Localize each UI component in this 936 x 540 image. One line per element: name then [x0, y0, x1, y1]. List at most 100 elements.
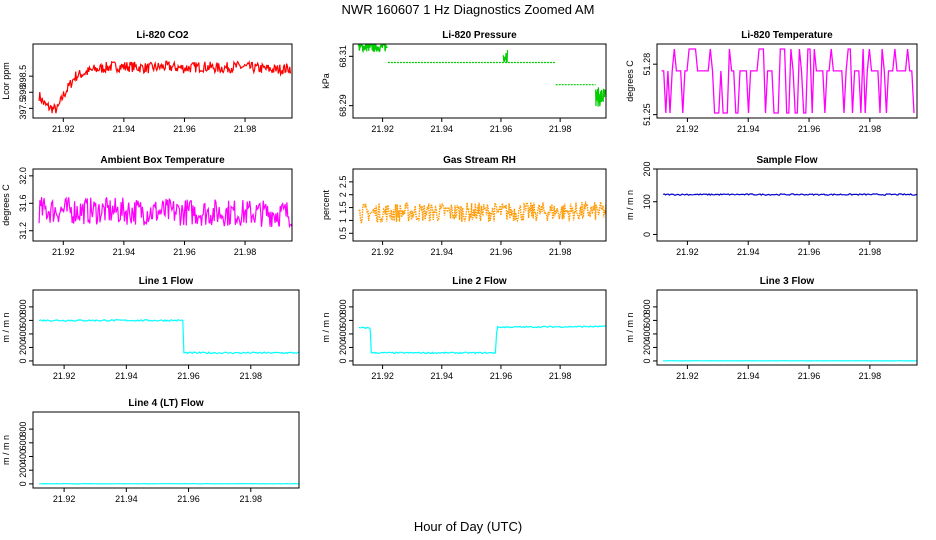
- y-tick-label: 400: [642, 326, 652, 341]
- x-tick-label: 21.96: [798, 247, 821, 257]
- y-axis-label: kPa: [321, 73, 331, 89]
- panel-title: Li-820 Temperature: [741, 30, 833, 41]
- x-tick-label: 21.96: [490, 124, 513, 134]
- y-tick-label: 2.5: [338, 176, 348, 189]
- y-tick-label: 0: [18, 481, 28, 486]
- plot-frame: [32, 411, 300, 489]
- x-tick-label: 21.94: [431, 124, 454, 134]
- x-tick-label: 21.92: [52, 124, 75, 134]
- y-axis-label: m / m n: [1, 435, 11, 465]
- plot-frame: [352, 168, 607, 242]
- y-tick-label: 51.25: [642, 103, 652, 126]
- series-group: [661, 48, 915, 114]
- y-axis-label: degrees C: [625, 60, 635, 102]
- y-axis-label: m / m n: [625, 312, 635, 342]
- y-tick-label: 0: [642, 232, 652, 237]
- series-group: [662, 193, 917, 196]
- x-tick-label: 21.92: [53, 371, 76, 381]
- series-group: [38, 318, 299, 355]
- data-series-line: [38, 59, 292, 114]
- y-tick-label: 200: [642, 161, 652, 176]
- y-tick-label: 31.6: [18, 195, 28, 213]
- x-tick-label: 21.94: [431, 371, 454, 381]
- data-series-line: [662, 193, 917, 196]
- data-series-line: [661, 48, 915, 114]
- data-series-line: [38, 318, 299, 355]
- plot-frame: [656, 289, 918, 366]
- y-axis-label: degrees C: [1, 184, 11, 226]
- y-tick-label: 600: [18, 435, 28, 450]
- plot-frame: [32, 43, 293, 119]
- data-series-segment: [502, 50, 509, 63]
- plot-frame: [656, 43, 918, 119]
- y-axis-label: m / m n: [625, 190, 635, 220]
- y-axis-label: m / m n: [1, 312, 11, 342]
- x-tick-label: 21.98: [240, 494, 263, 504]
- plot-frame: [656, 168, 918, 242]
- series-group: [358, 200, 606, 224]
- x-tick-label: 21.94: [113, 247, 136, 257]
- panel-title: Ambient Box Temperature: [100, 155, 225, 166]
- data-series-segment: [357, 44, 388, 54]
- x-tick-label: 21.92: [676, 371, 699, 381]
- panel-title: Line 1 Flow: [139, 276, 194, 287]
- x-tick-label: 21.98: [234, 247, 257, 257]
- x-tick-label: 21.96: [177, 494, 200, 504]
- panel-title: Line 2 Flow: [452, 276, 507, 287]
- y-tick-label: 68.29: [338, 94, 348, 117]
- x-tick-label: 21.98: [859, 247, 882, 257]
- data-series-segment: [595, 87, 606, 107]
- y-tick-label: 32.0: [18, 167, 28, 185]
- y-axis-label: m / m n: [321, 312, 331, 342]
- data-series-line: [38, 196, 292, 229]
- panel-title: Line 3 Flow: [760, 276, 815, 287]
- y-axis-label: percent: [321, 189, 331, 220]
- x-tick-label: 21.98: [234, 124, 257, 134]
- plot-frame: [352, 43, 607, 119]
- y-tick-label: 200: [18, 340, 28, 355]
- y-tick-label: 0.5: [338, 227, 348, 240]
- series-group: [38, 59, 292, 114]
- x-tick-label: 21.96: [490, 247, 513, 257]
- y-tick-label: 800: [18, 299, 28, 314]
- panel-title: Sample Flow: [756, 155, 817, 166]
- y-tick-label: 68.31: [338, 45, 348, 68]
- x-tick-label: 21.92: [371, 247, 394, 257]
- y-tick-label: 0: [18, 358, 28, 363]
- panel-7: Line 1 Flow 21.92 21.94 21.96 21.98 0 20040060…: [1, 276, 300, 381]
- panel-title: Li-820 CO2: [136, 30, 189, 41]
- panel-3: Li-820 Temperature 21.92 21.94 21.96 21.98 51…: [625, 30, 918, 134]
- y-tick-label: 31.2: [18, 222, 28, 240]
- x-tick-label: 21.94: [115, 371, 138, 381]
- x-tick-label: 21.92: [53, 494, 76, 504]
- panel-5: Gas Stream RH 21.92 21.94 21.96 21.98 0.5 1 1.5…: [321, 155, 607, 257]
- x-tick-label: 21.98: [549, 247, 572, 257]
- x-tick-label: 21.96: [173, 247, 196, 257]
- panel-6: Sample Flow 21.92 21.94 21.96 21.98 0 100 200 m …: [625, 155, 918, 257]
- y-tick-label: 400: [338, 326, 348, 341]
- y-tick-label: 800: [338, 299, 348, 314]
- series-group: [357, 44, 606, 107]
- series-group: [38, 196, 292, 229]
- x-tick-label: 21.94: [737, 247, 760, 257]
- y-tick-label: 800: [642, 299, 652, 314]
- y-tick-label: 0: [338, 358, 348, 363]
- plot-frame: [32, 289, 300, 366]
- y-tick-label: 600: [338, 313, 348, 328]
- y-tick-label: 51.28: [642, 53, 652, 76]
- x-tick-label: 21.94: [115, 494, 138, 504]
- y-axis-label: Lcor ppm: [1, 62, 11, 100]
- panels: Li-820 CO2 21.92 21.94 21.96 21.98 397.539839…: [1, 30, 918, 504]
- x-tick-label: 21.94: [737, 124, 760, 134]
- x-tick-label: 21.94: [737, 371, 760, 381]
- plot-frame: [32, 168, 293, 242]
- panel-9: Line 3 Flow 21.92 21.94 21.96 21.98 0 20040060…: [625, 276, 918, 381]
- y-tick-label: 600: [18, 313, 28, 328]
- x-tick-label: 21.96: [798, 371, 821, 381]
- x-tick-label: 21.92: [371, 124, 394, 134]
- y-tick-label: 600: [642, 313, 652, 328]
- x-tick-label: 21.94: [113, 124, 136, 134]
- panel-title: Gas Stream RH: [443, 155, 516, 166]
- x-tick-label: 21.92: [676, 124, 699, 134]
- panel-title: Li-820 Pressure: [442, 30, 517, 41]
